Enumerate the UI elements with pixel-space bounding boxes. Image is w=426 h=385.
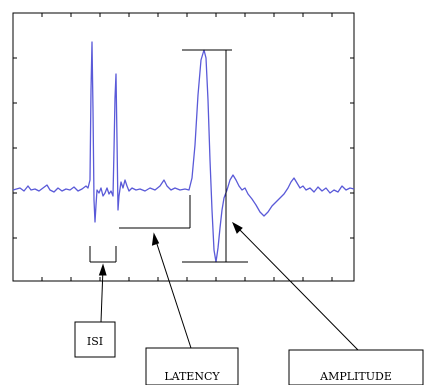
plot-frame <box>12 12 355 282</box>
latency-label: LATENCY <box>164 370 220 383</box>
isi-bracket <box>89 246 117 263</box>
isi-label-box: ISI <box>74 321 116 358</box>
latency-bracket <box>119 195 191 229</box>
isi-arrow <box>98 263 107 323</box>
signal-trace <box>12 41 355 263</box>
latency-arrow <box>151 232 192 349</box>
amplitude-label-box: AMPLITUDE <box>288 349 424 385</box>
isi-label: ISI <box>87 335 103 348</box>
amplitude-arrow <box>232 221 359 351</box>
latency-label-box: LATENCY <box>145 347 239 385</box>
plot-ticks <box>13 13 354 281</box>
amplitude-bracket <box>182 49 248 263</box>
amplitude-label: AMPLITUDE <box>319 370 392 383</box>
